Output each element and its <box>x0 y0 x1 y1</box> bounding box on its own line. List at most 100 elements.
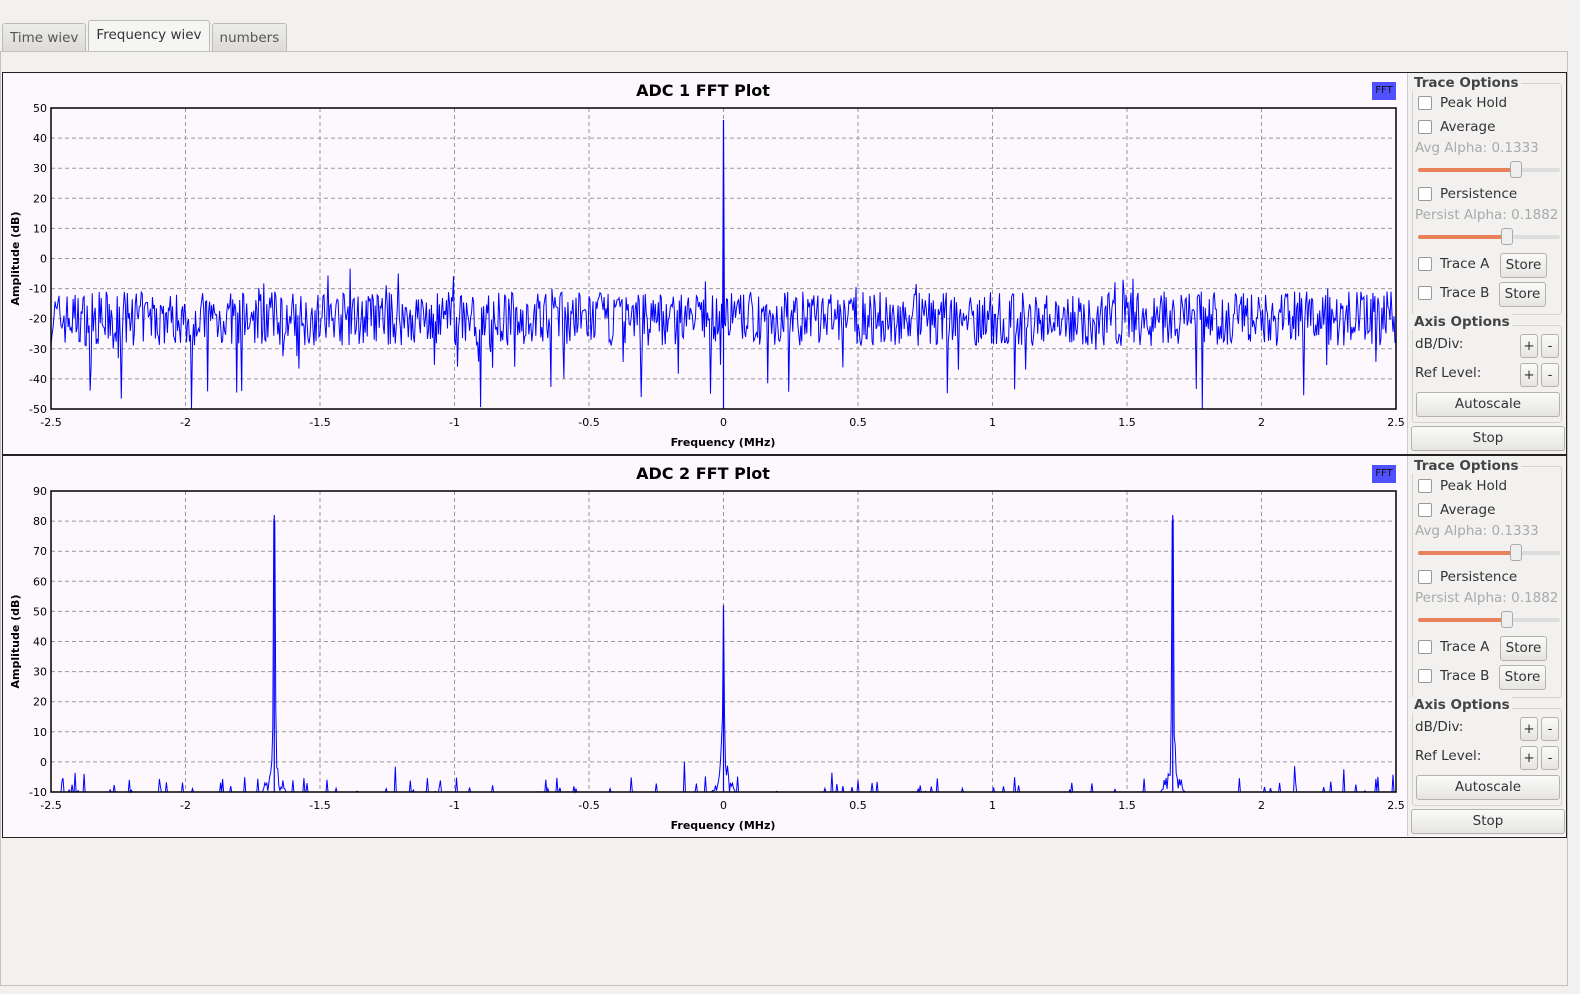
store-trace-a-button[interactable]: Store <box>1500 253 1547 278</box>
trace-b-checkbox[interactable]: Trace B <box>1418 668 1489 684</box>
x-tick-label: 1.5 <box>1118 799 1136 812</box>
x-tick-label: -2.5 <box>40 416 61 429</box>
x-tick-label: 2.5 <box>1387 799 1405 812</box>
x-tick-label: 2.5 <box>1387 416 1405 429</box>
x-tick-label: -0.5 <box>578 799 599 812</box>
trace-a-checkbox[interactable]: Trace A <box>1418 256 1489 272</box>
peak-hold-checkbox[interactable]: Peak Hold <box>1418 95 1507 111</box>
x-tick-label: 2 <box>1258 416 1265 429</box>
persistence-checkbox[interactable]: Persistence <box>1418 569 1517 585</box>
x-tick-label: -2 <box>180 416 191 429</box>
stop-button[interactable]: Stop <box>1411 809 1565 834</box>
ref-level-plus-button[interactable]: + <box>1520 363 1538 387</box>
trace-options-title: Trace Options <box>1412 458 1521 474</box>
tab-bar: Time wiev Frequency wiev numbers <box>2 20 289 53</box>
y-tick-label: 90 <box>33 485 47 498</box>
y-tick-label: 30 <box>33 666 47 679</box>
avg-alpha-slider[interactable] <box>1418 544 1560 561</box>
db-div-plus-button[interactable]: + <box>1520 334 1538 358</box>
persist-alpha-slider[interactable] <box>1418 228 1560 245</box>
trace-b-checkbox[interactable]: Trace B <box>1418 285 1489 301</box>
x-tick-label: 0 <box>720 416 727 429</box>
checkbox-icon <box>1418 96 1432 110</box>
fft-button[interactable]: FFT <box>1372 82 1396 100</box>
avg-alpha-slider[interactable] <box>1418 161 1560 178</box>
store-trace-b-button[interactable]: Store <box>1499 665 1546 690</box>
checkbox-icon <box>1418 503 1432 517</box>
y-tick-label: 20 <box>33 192 47 205</box>
y-tick-label: -50 <box>29 403 47 416</box>
plot-area-border <box>50 107 1397 410</box>
y-tick-label: 10 <box>33 726 47 739</box>
checkbox-icon <box>1418 640 1432 654</box>
checkbox-icon <box>1418 286 1432 300</box>
checkbox-icon <box>1418 187 1432 201</box>
y-tick-label: 0 <box>40 253 47 266</box>
plot-title: ADC 2 FFT Plot <box>636 464 770 483</box>
persistence-checkbox[interactable]: Persistence <box>1418 186 1517 202</box>
store-trace-b-button[interactable]: Store <box>1499 282 1546 307</box>
control-panel: Trace Options Peak Hold Average Avg Alph… <box>1407 456 1566 836</box>
x-tick-label: -0.5 <box>578 416 599 429</box>
y-tick-label: -10 <box>29 786 47 799</box>
fft-button[interactable]: FFT <box>1372 465 1396 483</box>
y-tick-label: -10 <box>29 283 47 296</box>
y-axis-label: Amplitude (dB) <box>9 595 22 689</box>
stop-button[interactable]: Stop <box>1411 426 1565 451</box>
average-checkbox[interactable]: Average <box>1418 119 1495 135</box>
x-tick-label: -2.5 <box>40 799 61 812</box>
db-div-minus-button[interactable]: - <box>1541 334 1559 358</box>
tab-numbers[interactable]: numbers <box>211 23 288 53</box>
db-div-label: dB/Div: <box>1415 336 1464 352</box>
y-tick-label: 50 <box>33 102 47 115</box>
y-tick-label: 40 <box>33 636 47 649</box>
average-checkbox[interactable]: Average <box>1418 502 1495 518</box>
x-tick-label: 1.5 <box>1118 416 1136 429</box>
plot-area-border <box>50 490 1397 793</box>
autoscale-button[interactable]: Autoscale <box>1416 392 1560 417</box>
x-tick-label: 2 <box>1258 799 1265 812</box>
axis-options-title: Axis Options <box>1412 314 1512 330</box>
x-tick-label: -1.5 <box>309 799 330 812</box>
fft-plot-2[interactable]: ADC 2 FFT Plot Frequency (MHz) Amplitude (… <box>3 456 1406 836</box>
tab-frequency-view[interactable]: Frequency wiev <box>88 20 210 53</box>
x-tick-label: 1 <box>989 416 996 429</box>
y-tick-label: -30 <box>29 343 47 356</box>
y-tick-label: 40 <box>33 132 47 145</box>
x-tick-label: -2 <box>180 799 191 812</box>
x-tick-label: -1 <box>449 416 460 429</box>
fft-plot-1[interactable]: ADC 1 FFT Plot Frequency (MHz) Amplitude (… <box>3 73 1406 453</box>
y-tick-label: 30 <box>33 162 47 175</box>
x-tick-label: -1.5 <box>309 416 330 429</box>
ref-level-minus-button[interactable]: - <box>1541 746 1559 770</box>
db-div-minus-button[interactable]: - <box>1541 717 1559 741</box>
avg-alpha-label: Avg Alpha: 0.1333 <box>1415 523 1539 539</box>
axis-options-title: Axis Options <box>1412 697 1512 713</box>
y-tick-label: -40 <box>29 373 47 386</box>
db-div-label: dB/Div: <box>1415 719 1464 735</box>
y-tick-label: 70 <box>33 545 47 558</box>
adc1-plot-row: ADC 1 FFT Plot Frequency (MHz) Amplitude (… <box>3 73 1566 455</box>
db-div-plus-button[interactable]: + <box>1520 717 1538 741</box>
control-panel: Trace Options Peak Hold Average Avg Alph… <box>1407 73 1566 455</box>
ref-level-minus-button[interactable]: - <box>1541 363 1559 387</box>
avg-alpha-label: Avg Alpha: 0.1333 <box>1415 140 1539 156</box>
checkbox-icon <box>1418 570 1432 584</box>
plot-title: ADC 1 FFT Plot <box>636 81 770 100</box>
ref-level-plus-button[interactable]: + <box>1520 746 1538 770</box>
autoscale-button[interactable]: Autoscale <box>1416 775 1560 800</box>
y-axis-label: Amplitude (dB) <box>9 212 22 306</box>
tab-time-view[interactable]: Time wiev <box>2 23 87 53</box>
y-tick-label: 50 <box>33 605 47 618</box>
x-tick-label: -1 <box>449 799 460 812</box>
store-trace-a-button[interactable]: Store <box>1500 636 1547 661</box>
x-tick-label: 1 <box>989 799 996 812</box>
trace-a-checkbox[interactable]: Trace A <box>1418 639 1489 655</box>
plots-frame: ADC 1 FFT Plot Frequency (MHz) Amplitude (… <box>2 72 1567 838</box>
persist-alpha-slider[interactable] <box>1418 611 1560 628</box>
x-axis-label: Frequency (MHz) <box>671 819 776 832</box>
peak-hold-checkbox[interactable]: Peak Hold <box>1418 478 1507 494</box>
checkbox-icon <box>1418 669 1432 683</box>
y-tick-label: 10 <box>33 222 47 235</box>
y-tick-label: 20 <box>33 696 47 709</box>
